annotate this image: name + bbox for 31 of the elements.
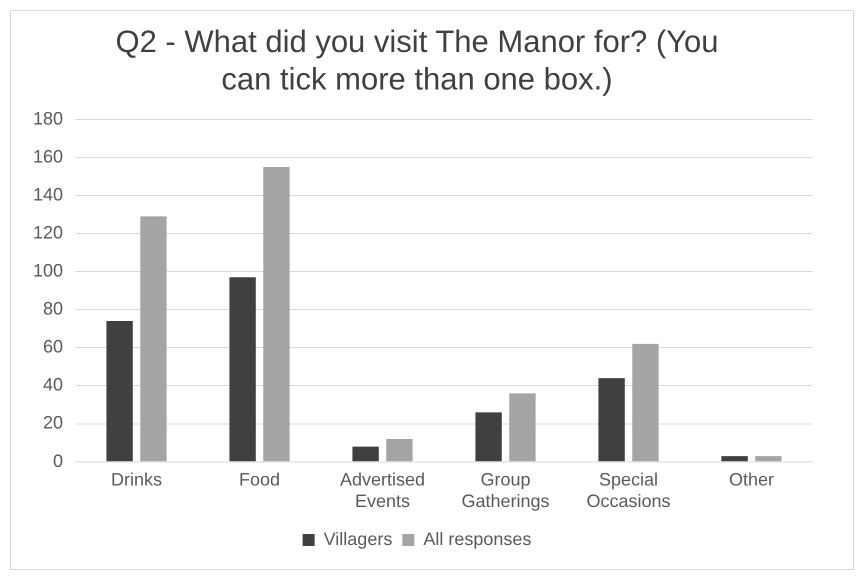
bar [632,344,659,462]
bar [509,393,536,462]
bar [263,166,290,462]
bar [721,456,748,462]
chart-title: Q2 - What did you visit The Manor for? (You can tick more than one box.) [115,24,719,96]
y-tick-label: 140 [32,184,64,204]
legend-label: Villagers [324,528,392,549]
bar [755,456,782,462]
bar [140,216,167,462]
y-tick-label: 180 [32,108,64,128]
y-tick-label: 20 [43,412,64,433]
y-tick-label: 60 [43,336,64,357]
legend-label: All responses [423,528,532,549]
x-tick-label: Drinks [111,470,162,490]
x-tick-label: Advertised Events [340,470,426,512]
bar [386,438,413,462]
y-tick-label: 40 [43,374,64,395]
x-tick-label: Other [728,470,774,490]
x-tick-label: Food [239,470,280,490]
y-tick-label: 100 [32,260,64,281]
bar [598,378,625,462]
bar [106,321,133,462]
y-tick-label: 160 [32,146,64,166]
y-tick-label: 80 [43,298,64,319]
x-tick-label: Special Occasions [586,470,671,512]
bar [475,412,502,462]
y-tick-label: 0 [53,450,64,471]
bar [352,446,379,462]
bar [229,277,256,462]
y-tick-label: 120 [32,222,64,242]
x-tick-label: Group Gatherings [461,470,550,512]
